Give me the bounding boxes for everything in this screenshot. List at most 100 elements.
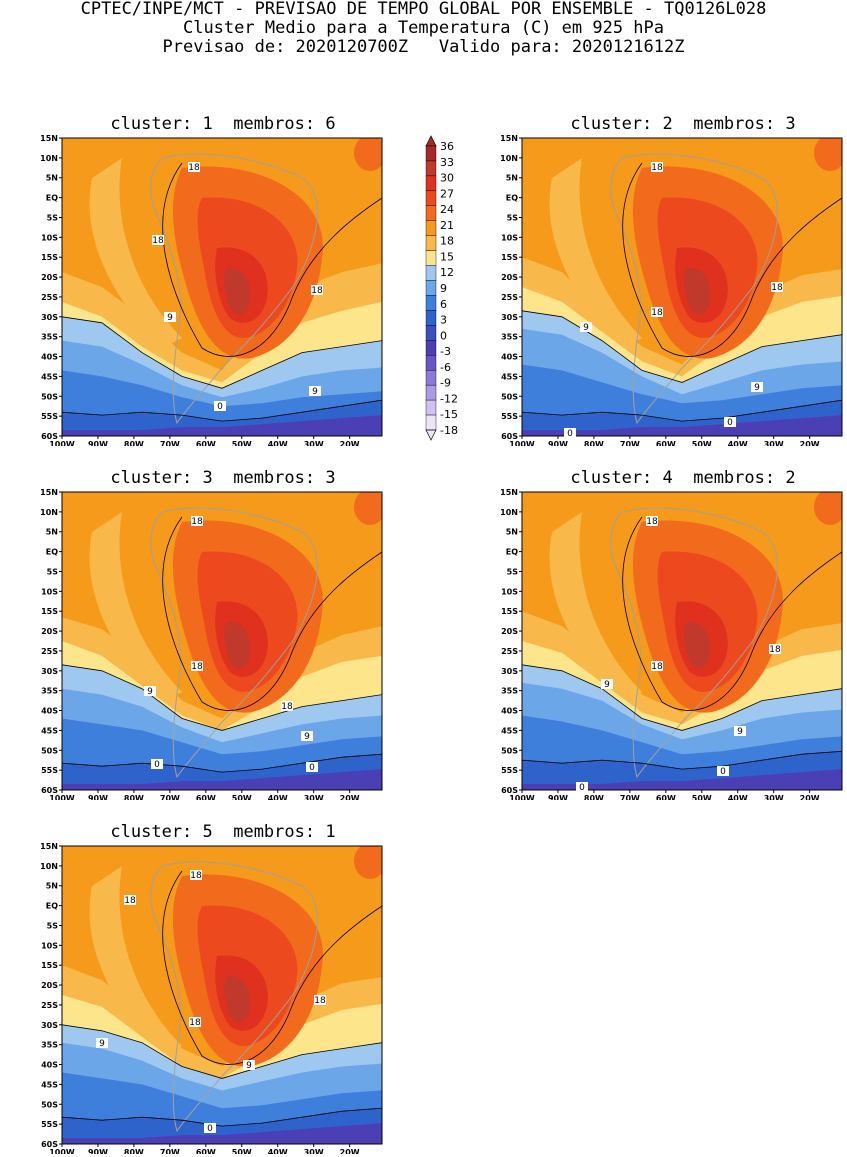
map-panel-4: 15N 10N 5N EQ 5S 10S 15S 20S 25S 30S 35S 40S 45S 50S 5… — [500, 488, 843, 800]
contour-label-bg — [580, 322, 592, 332]
panel-title-4: cluster: 4 membros: 2 — [570, 468, 796, 488]
contour-label-bg — [243, 1060, 255, 1070]
lat-tick-label: 20S — [41, 981, 58, 990]
lon-tick-label: 80W — [124, 1148, 144, 1154]
lat-tick-label: 55S — [501, 412, 518, 421]
figure-header: CPTEC/INPE/MCT - PREVISAO DE TEMPO GLOBA… — [0, 0, 847, 57]
contour-label-bg — [188, 162, 200, 172]
lon-tick-label: 20W — [800, 794, 820, 800]
lon-tick-label: 30W — [764, 440, 784, 446]
map-panel-1: 15N 10N 5N EQ 5S 10S 15S 20S 25S 30S 35S 40S 45S 50S 5… — [40, 134, 383, 446]
lat-tick-label: 35S — [501, 333, 518, 342]
contour-label: 18 — [311, 286, 323, 296]
colorbar-tick-label: 0 — [440, 329, 447, 342]
lon-tick-label: 50W — [232, 1148, 252, 1154]
temperature-field — [62, 138, 382, 436]
warm-spot-africa — [814, 138, 842, 171]
lat-tick-label: 15S — [501, 607, 518, 616]
panel-title-1: cluster: 1 membros: 6 — [110, 114, 336, 134]
lat-tick-label: 25S — [41, 293, 58, 302]
contour-label: 18 — [771, 283, 783, 293]
lon-tick-label: 100W — [509, 794, 535, 800]
lat-tick-label: 50S — [501, 392, 518, 401]
colorbar-tick-label: -9 — [440, 377, 451, 390]
contour-label-bg — [191, 516, 203, 526]
contour-label-bg — [576, 782, 588, 792]
contour-label: 0 — [309, 763, 315, 773]
colorbar-swatch — [425, 340, 437, 356]
contour-label-bg — [96, 1038, 108, 1048]
lat-tick-label: EQ — [506, 194, 518, 203]
lon-tick-label: 90W — [88, 440, 108, 446]
colorbar-swatch — [425, 370, 437, 386]
contour-0 — [62, 753, 382, 790]
lat-tick-label: 15N — [500, 134, 518, 143]
lat-tick-label: 5S — [47, 921, 59, 930]
colorbar-swatch — [425, 355, 437, 371]
lon-tick-label: 20W — [800, 440, 820, 446]
contour-label-bg — [651, 661, 663, 671]
header-line-1: CPTEC/INPE/MCT - PREVISAO DE TEMPO GLOBA… — [80, 0, 767, 19]
lon-tick-label: 60W — [656, 440, 676, 446]
contour-label: 9 — [147, 687, 153, 697]
colorbar-tick-label: -15 — [440, 408, 458, 421]
colorbar-swatch — [425, 265, 437, 281]
lat-tick-label: 5N — [46, 174, 58, 183]
band-below-0 — [522, 415, 842, 436]
colorbar-tick-label: -18 — [440, 424, 458, 437]
header-line-2: Cluster Medio para a Temperatura (C) em … — [182, 18, 665, 38]
contour-18 — [622, 516, 842, 711]
band-below-0 — [522, 769, 842, 790]
contour-label: 18 — [189, 1018, 201, 1028]
lat-tick-label: 10S — [41, 587, 58, 596]
lon-tick-label: 20W — [340, 794, 360, 800]
contour-label: 18 — [190, 871, 202, 881]
contour-label: 9 — [604, 680, 610, 690]
lat-tick-label: 5S — [47, 567, 59, 576]
lon-tick-label: 100W — [49, 794, 75, 800]
temperature-field — [522, 492, 842, 790]
contour-18 — [622, 162, 842, 357]
lat-tick-label: EQ — [506, 548, 518, 557]
lat-tick-label: 10S — [41, 941, 58, 950]
lat-tick-label: 25S — [501, 647, 518, 656]
contour-label-bg — [651, 307, 663, 317]
lat-tick-label: 45S — [41, 1080, 58, 1089]
lat-tick-label: 55S — [41, 412, 58, 421]
band-west-15-18 — [89, 158, 182, 348]
warm-spot-africa — [354, 492, 382, 525]
coastline — [150, 861, 318, 1133]
lon-tick-label: 90W — [548, 794, 568, 800]
lat-tick-label: 50S — [41, 392, 58, 401]
contour-9 — [62, 1024, 382, 1144]
colorbar-swatch — [425, 190, 437, 206]
lat-tick-label: 45S — [501, 372, 518, 381]
contour-0 — [62, 399, 382, 436]
lat-tick-label: 35S — [501, 687, 518, 696]
lat-tick-label: 45S — [501, 726, 518, 735]
colorbar-tick-label: 15 — [440, 250, 454, 263]
lat-tick-label: 15N — [40, 134, 58, 143]
band-west-15-18 — [549, 512, 642, 702]
temperature-field — [522, 138, 842, 436]
map-panel-2: 15N 10N 5N EQ 5S 10S 15S 20S 25S 30S 35S 40S 45S 50S 5… — [500, 134, 843, 446]
contour-label: 0 — [217, 402, 223, 412]
map-frame — [61, 491, 383, 791]
contour-label-bg — [314, 995, 326, 1005]
lat-tick-label: 5S — [507, 213, 519, 222]
warm-spot-africa — [354, 138, 382, 171]
contour-label: 9 — [167, 313, 173, 323]
band-west-15-18 — [89, 866, 182, 1056]
contour-label: 18 — [152, 236, 164, 246]
contour-label-bg — [191, 661, 203, 671]
lat-tick-label: 10S — [501, 233, 518, 242]
lat-tick-label: 55S — [501, 766, 518, 775]
lat-tick-label: 15N — [40, 488, 58, 497]
contour-label: 18 — [646, 517, 658, 527]
colorbar-tick-label: 18 — [440, 235, 454, 248]
lat-tick-label: 5N — [506, 174, 518, 183]
lat-tick-label: 10S — [41, 233, 58, 242]
contour-label: 9 — [754, 383, 760, 393]
lat-tick-label: 30S — [501, 667, 518, 676]
lat-tick-label: 25S — [41, 647, 58, 656]
